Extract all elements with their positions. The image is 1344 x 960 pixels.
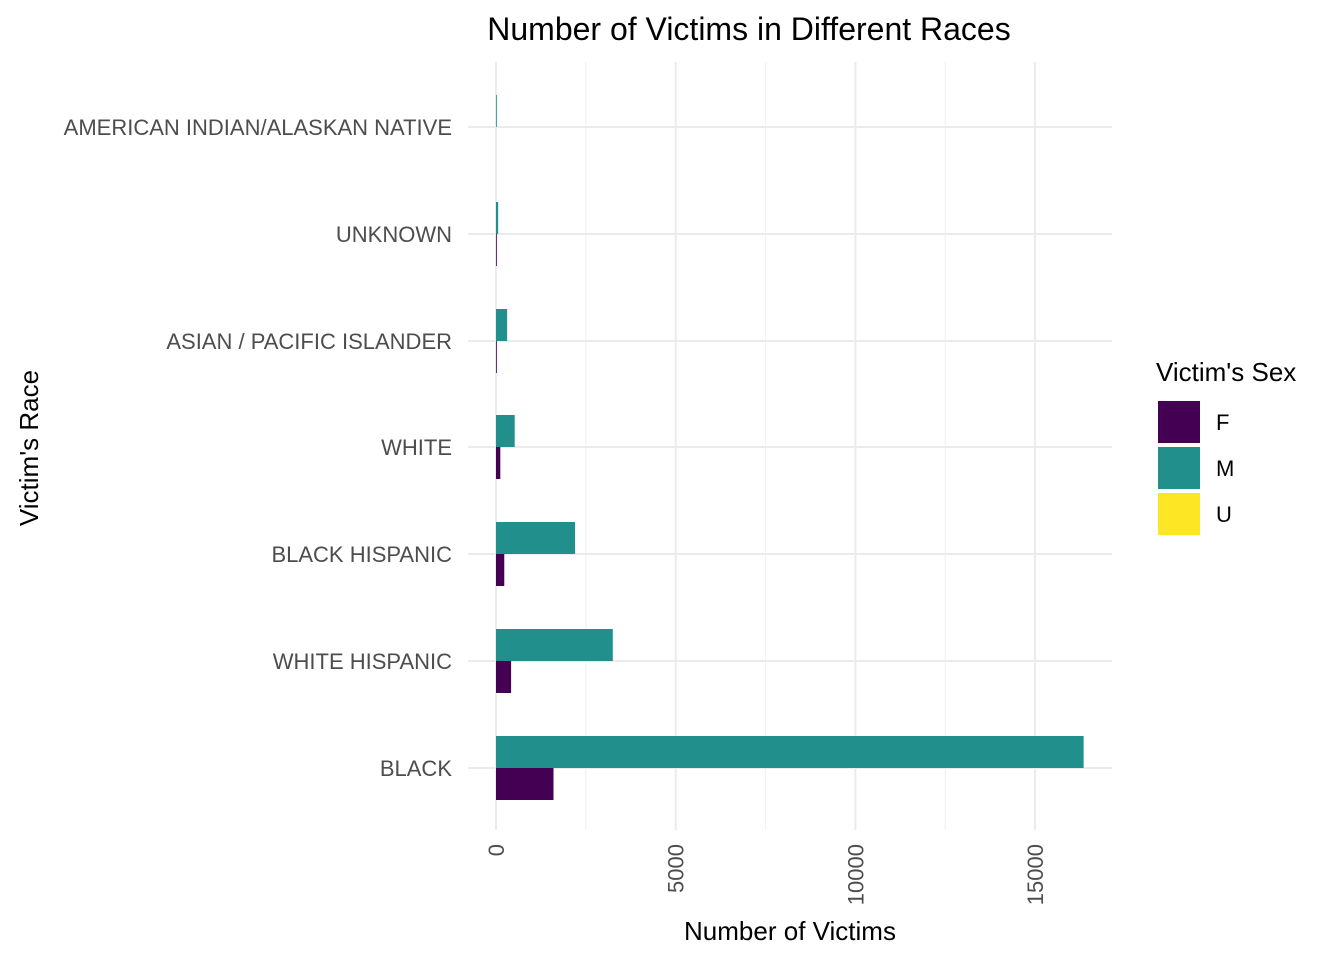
legend-key-f <box>1158 401 1200 443</box>
legend-label-u: U <box>1216 502 1232 527</box>
bar-m-white <box>496 415 515 447</box>
legend: Victim's Sex FMU <box>1156 357 1296 535</box>
legend-title: Victim's Sex <box>1156 357 1296 387</box>
bar-m-asian-pacific-islander <box>496 309 508 341</box>
legend-key-u <box>1158 493 1200 535</box>
bar-f-unknown <box>496 234 497 266</box>
legend-label-m: M <box>1216 456 1234 481</box>
bar-m-white-hispanic <box>496 629 613 661</box>
bar-m-black <box>496 736 1084 768</box>
bar-m-american-indian-alaskan-native <box>496 95 497 127</box>
y-tick-label: UNKNOWN <box>336 222 452 247</box>
y-tick-label: BLACK HISPANIC <box>271 542 452 567</box>
bar-f-black <box>496 768 554 800</box>
x-axis-title: Number of Victims <box>684 916 896 946</box>
y-tick-label: WHITE <box>381 435 452 460</box>
y-tick-label: BLACK <box>380 756 452 781</box>
bar-m-unknown <box>496 202 499 234</box>
y-axis-title: Victim's Race <box>14 370 44 526</box>
grid-lines <box>468 62 1112 830</box>
bar-f-white-hispanic <box>496 661 512 693</box>
x-tick-label: 5000 <box>664 844 689 893</box>
bar-f-black-hispanic <box>496 554 505 586</box>
x-tick-label: 10000 <box>843 844 868 905</box>
bar-m-black-hispanic <box>496 522 576 554</box>
legend-key-m <box>1158 447 1200 489</box>
y-tick-label: AMERICAN INDIAN/ALASKAN NATIVE <box>64 115 452 140</box>
y-axis-tick-labels: BLACK WHITE HISPANIC BLACK HISPANIC WHITE AS… <box>64 115 453 781</box>
legend-label-f: F <box>1216 410 1229 435</box>
y-tick-label: ASIAN / PACIFIC ISLANDER <box>166 329 452 354</box>
chart-title: Number of Victims in Different Races <box>487 11 1010 47</box>
x-tick-label: 15000 <box>1023 844 1048 905</box>
bars <box>496 95 1084 800</box>
x-tick-label: 0 <box>484 844 509 856</box>
bar-f-asian-pacific-islander <box>496 341 497 373</box>
bar-f-white <box>496 447 501 479</box>
x-axis-tick-labels: 0 5000 10000 15000 <box>484 844 1048 905</box>
y-tick-label: WHITE HISPANIC <box>273 649 452 674</box>
